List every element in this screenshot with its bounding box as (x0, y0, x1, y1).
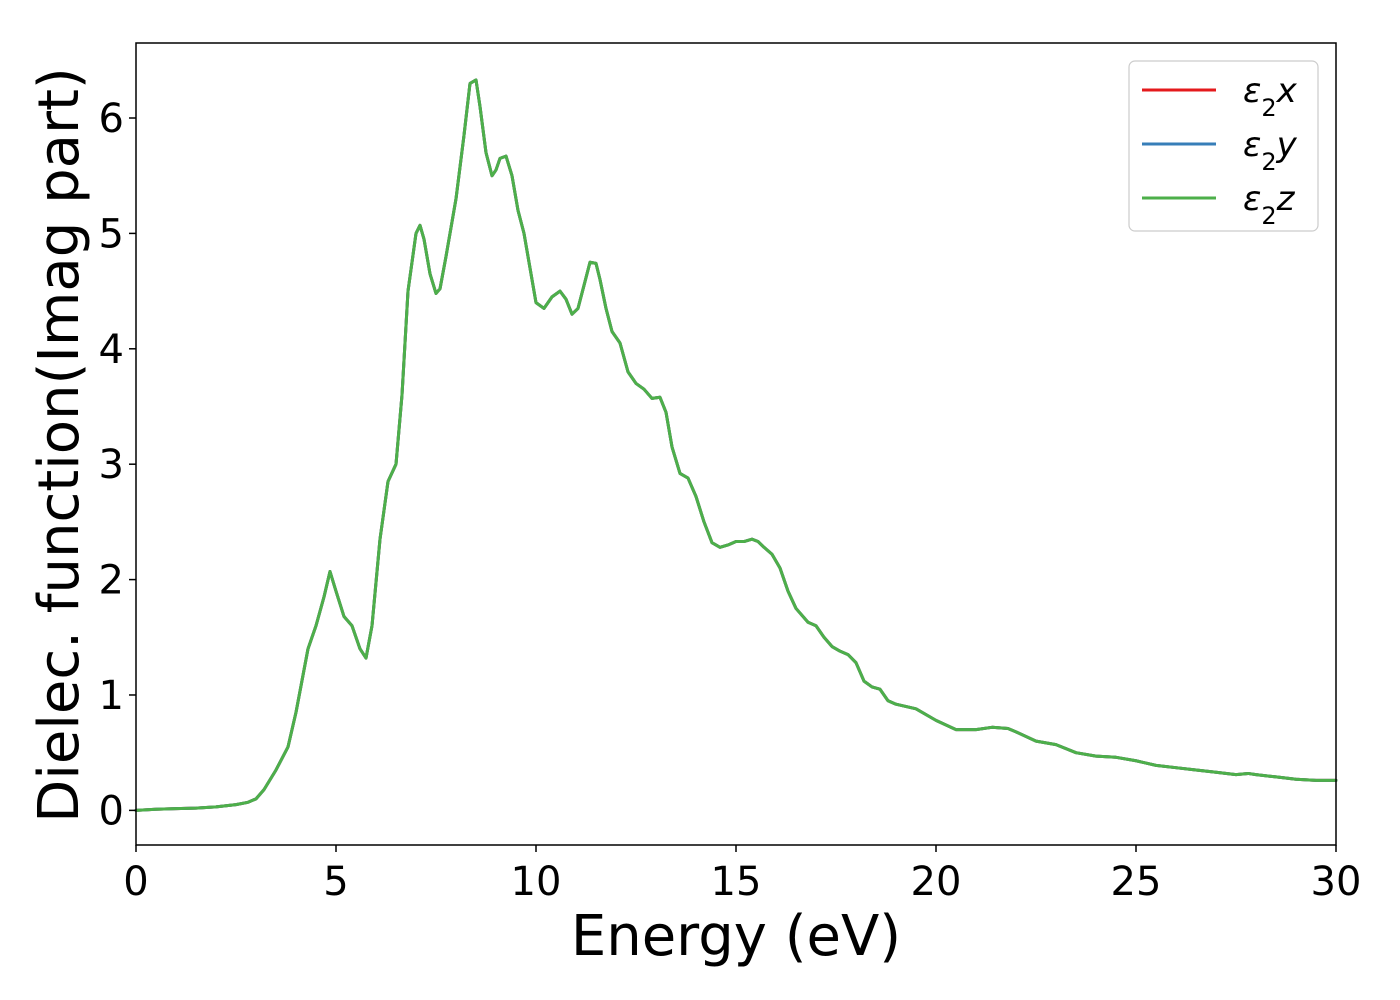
x-tick-label: 30 (1311, 859, 1362, 905)
x-axis-ticks: 0 5 10 15 20 25 30 (123, 845, 1361, 905)
y-tick-label: 1 (99, 673, 124, 719)
y-tick-label: 6 (99, 96, 124, 142)
legend-label-z: ε2z (1243, 179, 1296, 230)
legend-label-y: ε2y (1243, 125, 1298, 176)
x-tick-label: 0 (123, 859, 148, 905)
legend-box (1128, 60, 1319, 232)
x-tick-label: 25 (1111, 859, 1162, 905)
x-tick-label: 10 (511, 859, 562, 905)
series-layer (134, 78, 1338, 812)
y-tick-label: 4 (99, 327, 124, 373)
y-tick-label: 2 (99, 558, 124, 604)
x-tick-label: 15 (711, 859, 762, 905)
legend-label-x: ε2x (1243, 71, 1298, 122)
y-tick-label: 3 (99, 442, 124, 488)
x-axis-label: Energy (eV) (571, 904, 901, 969)
y-tick-label: 0 (99, 788, 124, 834)
series-line-z (134, 78, 1338, 812)
y-axis-label: Dielec. function(Imag part) (27, 67, 92, 823)
x-tick-label: 20 (911, 859, 962, 905)
y-axis-ticks: 0 1 2 3 4 5 6 (99, 96, 136, 834)
x-tick-label: 5 (323, 859, 348, 905)
y-tick-label: 5 (99, 211, 124, 257)
